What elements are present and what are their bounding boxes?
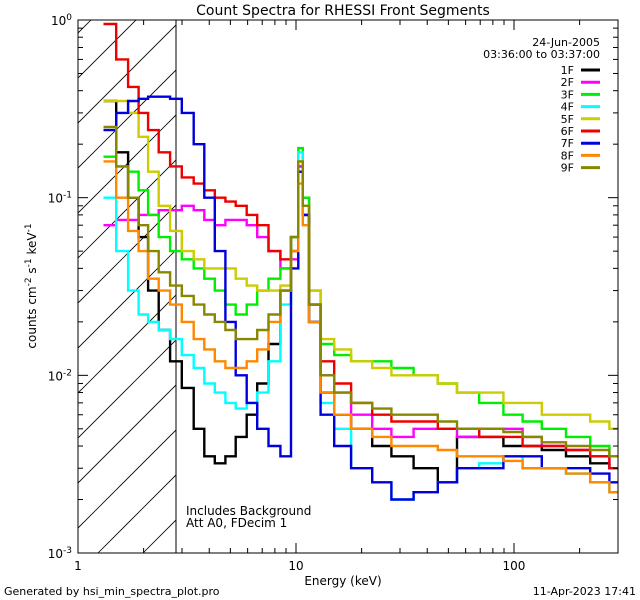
- y-tick-label: 10-3: [48, 546, 72, 561]
- chart-title: Count Spectra for RHESSI Front Segments: [196, 3, 490, 19]
- hatch-line: [78, 204, 176, 304]
- x-axis-label: Energy (keV): [304, 574, 381, 588]
- hatch-line: [78, 159, 176, 259]
- y-axis: 100 10-1 10-2 10-3: [48, 13, 618, 561]
- series-line-8F: [103, 160, 618, 494]
- hatch-line: [97, 474, 176, 553]
- note-background: Includes Background: [186, 504, 311, 518]
- series-line-9F: [103, 125, 618, 458]
- hatch-line: [233, 0, 640, 553]
- y-tick-label: 10-1: [48, 191, 72, 206]
- hatch-line: [0, 0, 88, 553]
- series-layer: [103, 22, 618, 501]
- time-range-label: 03:36:00 to 03:37:00: [483, 48, 600, 61]
- note-attenuator: Att A0, FDecim 1: [186, 516, 287, 530]
- plot-frame: [77, 19, 619, 554]
- hatch-line: [78, 384, 176, 484]
- x-tick-label: 100: [503, 559, 526, 573]
- legend-label: 7F: [561, 137, 574, 150]
- legend-label: 8F: [561, 149, 574, 162]
- legend-label: 9F: [561, 162, 574, 175]
- legend-label: 1F: [561, 64, 574, 77]
- hatch-line: [78, 114, 176, 214]
- hatch-line: [78, 69, 176, 169]
- legend-label: 5F: [561, 113, 574, 126]
- legend-label: 2F: [561, 76, 574, 89]
- series-line-7F: [103, 95, 618, 501]
- hatch-line: [78, 24, 176, 124]
- footer-timestamp: 11-Apr-2023 17:41: [533, 585, 636, 598]
- hatch-line: [78, 429, 176, 529]
- date-label: 24-Jun-2005: [532, 36, 600, 49]
- footer-generated: Generated by hsi_min_spectra_plot.pro: [4, 585, 220, 598]
- y-axis-label: counts cm-2 s-1 keV-1: [24, 223, 39, 348]
- series-line-2F: [103, 165, 618, 470]
- x-tick-label: 10: [288, 559, 303, 573]
- series-line-4F: [103, 151, 618, 501]
- hatch-line: [0, 0, 133, 553]
- legend-label: 4F: [561, 101, 574, 114]
- series-line-3F: [103, 146, 618, 458]
- legend-label: 6F: [561, 125, 574, 138]
- x-tick-label: 1: [74, 559, 82, 573]
- hatch-line: [78, 249, 176, 349]
- legend-label: 3F: [561, 88, 574, 101]
- y-tick-label: 100: [51, 13, 72, 28]
- y-tick-label: 10-2: [48, 368, 72, 383]
- hatch-line: [78, 20, 137, 79]
- hatched-region: [0, 0, 640, 553]
- x-axis: 1 10 100: [74, 20, 619, 573]
